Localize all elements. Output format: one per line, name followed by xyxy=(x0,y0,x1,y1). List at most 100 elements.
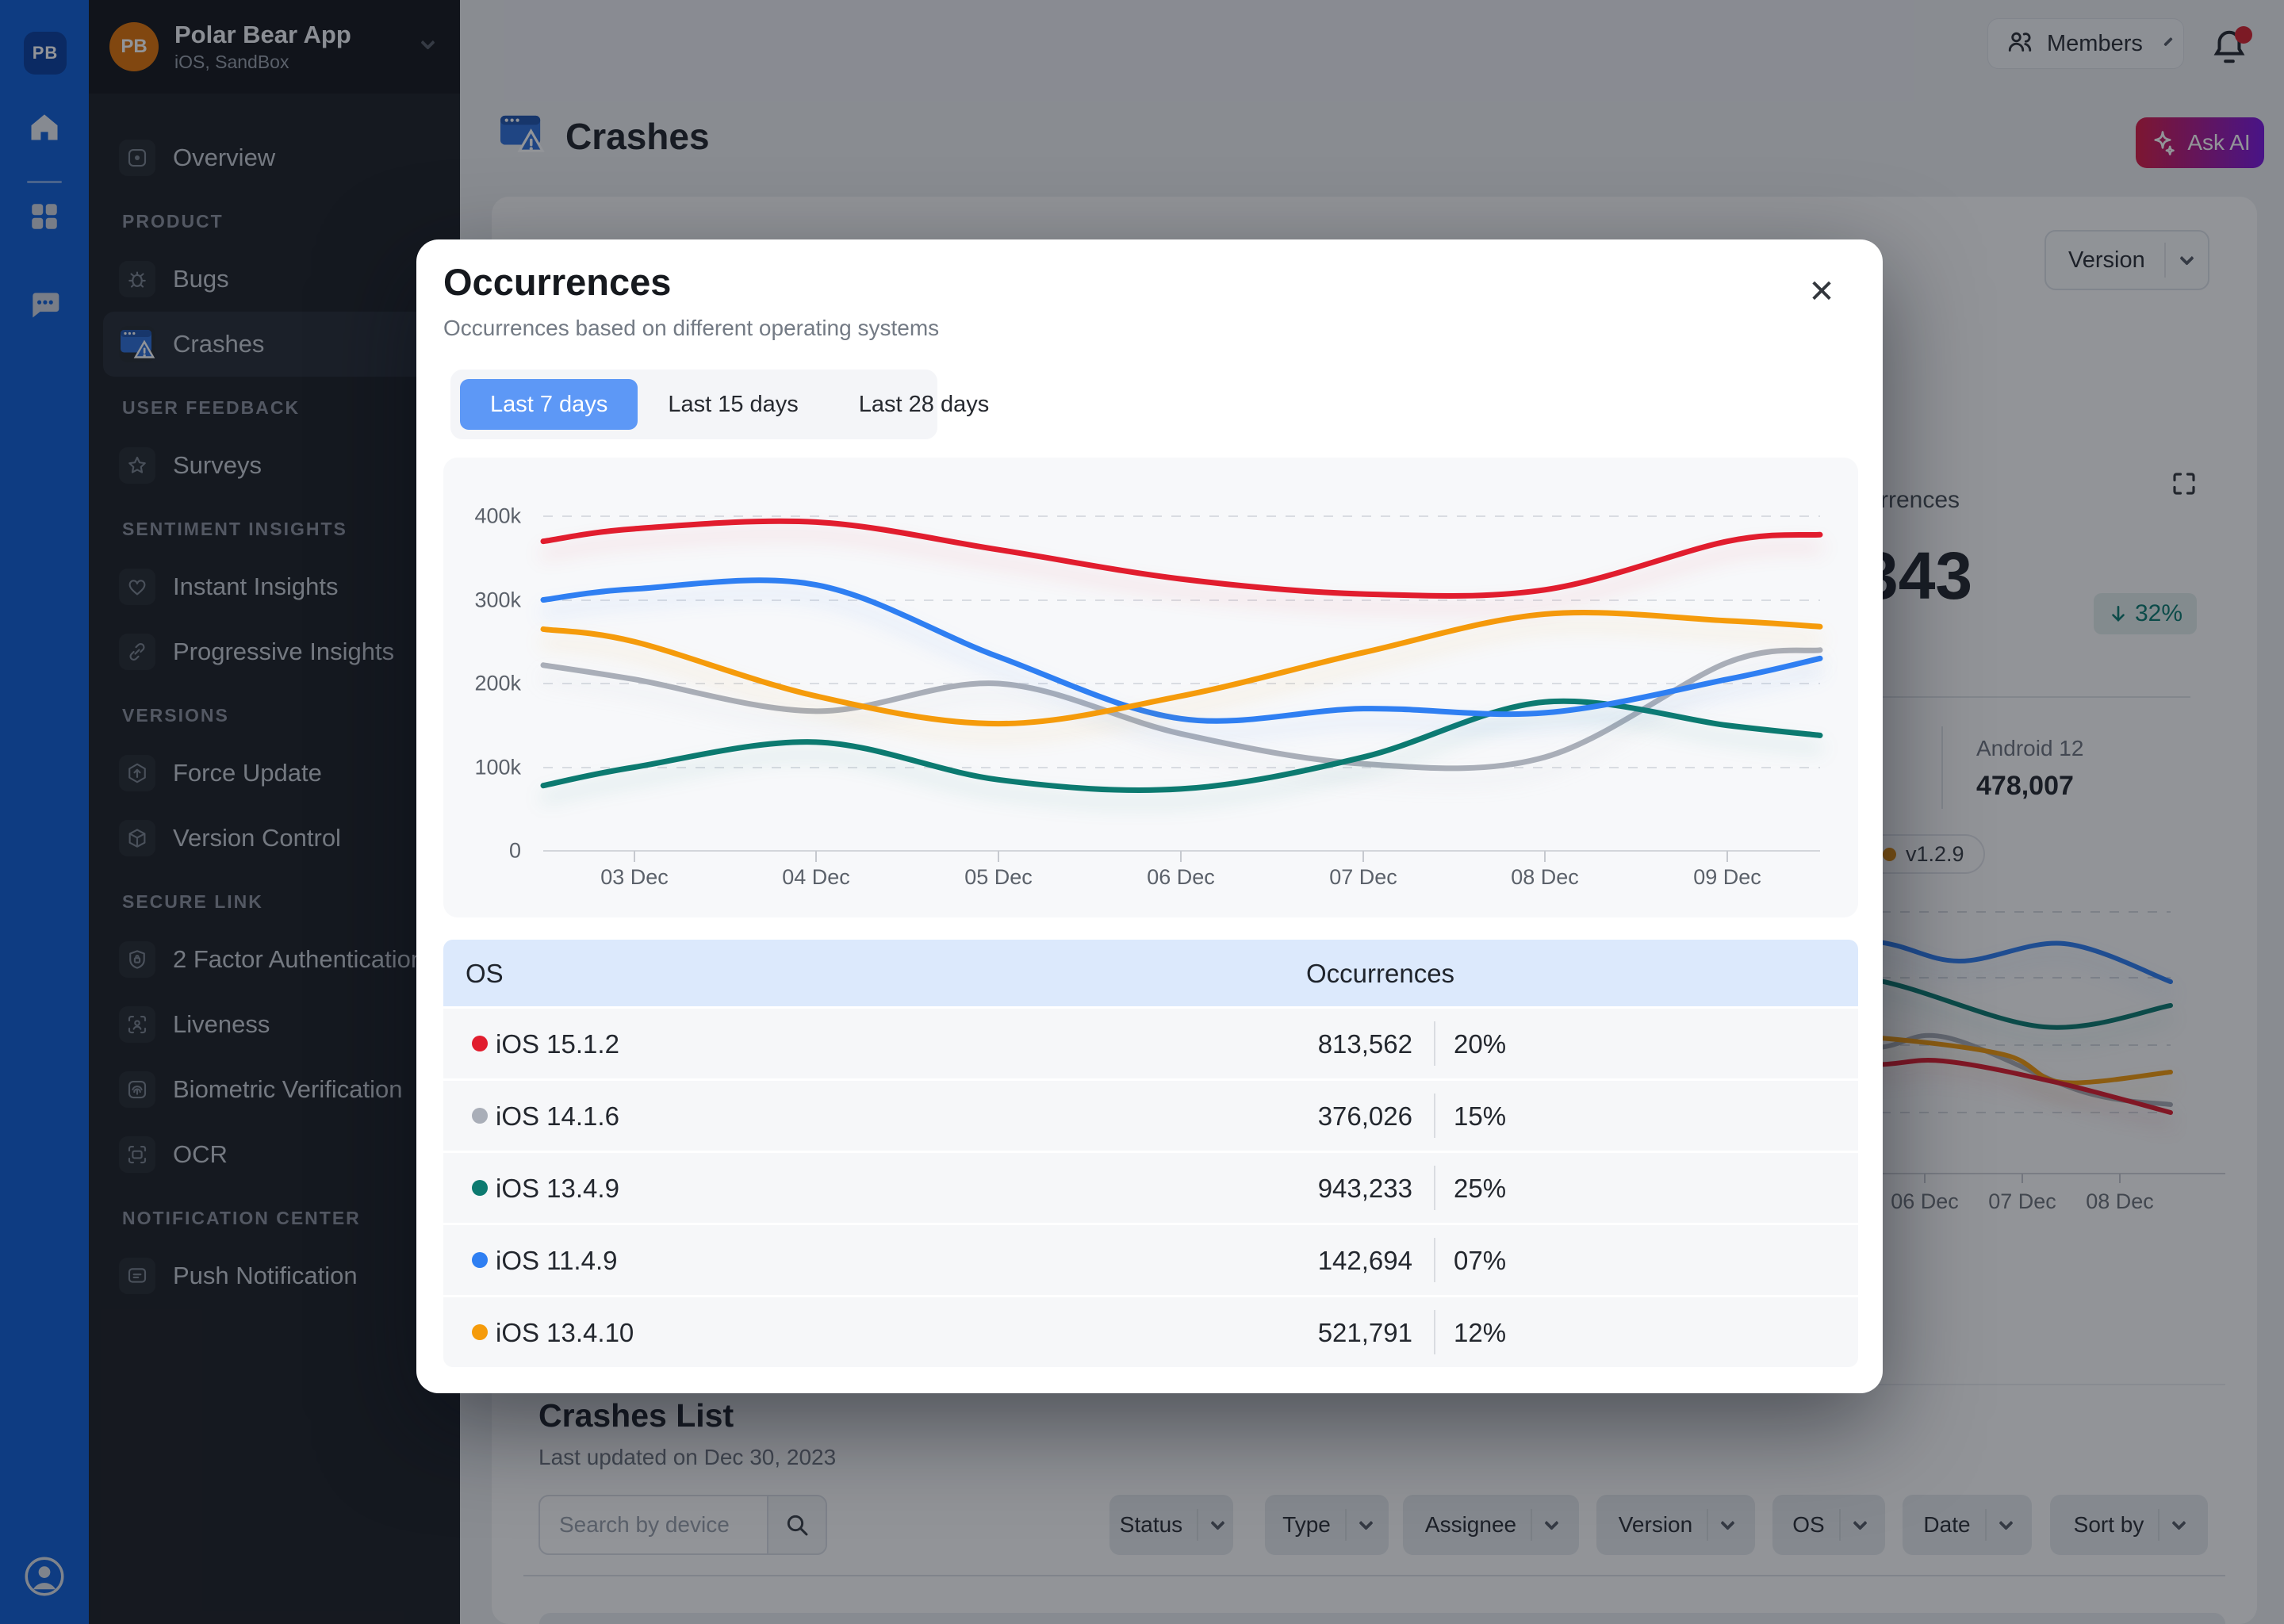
bug-icon xyxy=(119,261,155,297)
sidebar-item-version-control[interactable]: Version Control xyxy=(103,806,449,871)
sidebar-item-push-notification[interactable]: Push Notification xyxy=(103,1243,449,1308)
ask-ai-label: Ask AI xyxy=(2187,130,2251,155)
device-search xyxy=(538,1495,827,1555)
chat-icon[interactable] xyxy=(0,287,89,322)
os-label: iOS 11.4.9 xyxy=(496,1246,618,1275)
mini-x-tick-label: 06 Dec xyxy=(1891,1189,1959,1213)
app-name: Polar Bear App xyxy=(174,20,351,48)
star-icon xyxy=(119,447,155,484)
tab-last-28-days[interactable]: Last 28 days xyxy=(858,391,990,417)
os-label: iOS 13.4.9 xyxy=(496,1174,619,1203)
series-dot xyxy=(472,1180,488,1196)
sidebar-item-liveness[interactable]: Liveness xyxy=(103,992,449,1057)
version-filter-label: Version xyxy=(2068,247,2145,273)
sidebar-section-notification-center: NOTIFICATION CENTER xyxy=(122,1208,361,1228)
close-icon[interactable]: ✕ xyxy=(1808,274,1835,309)
sidebar-item-label: OCR xyxy=(173,1140,228,1168)
filter-status[interactable]: Status xyxy=(1109,1495,1233,1555)
filter-date[interactable]: Date xyxy=(1903,1495,2032,1555)
workspace-switcher[interactable]: PB Polar Bear App iOS, SandBox xyxy=(89,0,460,94)
occurrence-value: 376,026 xyxy=(1317,1101,1412,1131)
sidebar-section-secure-link: SECURE LINK xyxy=(122,891,263,912)
sidebar-nav: Overview PRODUCT Bugs Crashes USER FEEDBACK S… xyxy=(89,94,460,1308)
y-tick-label: 100k xyxy=(474,755,521,779)
table-header-row: OS Occurrences xyxy=(443,940,1858,1006)
x-tick-label: 09 Dec xyxy=(1693,865,1761,889)
table-row-ios-15.1.2[interactable]: iOS 15.1.2 813,562 20% xyxy=(443,1009,1858,1078)
filter-version[interactable]: Version xyxy=(1596,1495,1755,1555)
link-icon xyxy=(119,634,155,670)
filter-sort-by[interactable]: Sort by xyxy=(2050,1495,2208,1555)
series-dot xyxy=(472,1036,488,1051)
modal-title: Occurrences xyxy=(443,261,672,303)
occurrences-table: OS Occurrences iOS 15.1.2 813,562 20% iOS 1… xyxy=(443,940,1858,1367)
notification-badge xyxy=(2235,26,2252,44)
tab-last-7-days[interactable]: Last 7 days xyxy=(460,379,638,430)
table-row-ios-13.4.10[interactable]: iOS 13.4.10 521,791 12% xyxy=(443,1297,1858,1367)
series-dot xyxy=(472,1324,488,1340)
notifications-bell-icon[interactable] xyxy=(2211,26,2254,74)
search-button[interactable] xyxy=(767,1496,826,1553)
ask-ai-button[interactable]: Ask AI xyxy=(2136,117,2264,168)
sidebar-item-label: Bugs xyxy=(173,265,229,293)
table-row-ios-14.1.6[interactable]: iOS 14.1.6 376,026 15% xyxy=(443,1081,1858,1151)
members-button[interactable]: Members xyxy=(1987,18,2184,69)
search-input[interactable] xyxy=(540,1512,729,1538)
x-tick-label: 03 Dec xyxy=(600,865,669,889)
sidebar-item-biometric-verification[interactable]: Biometric Verification xyxy=(103,1057,449,1122)
app-rail: PB xyxy=(0,0,89,1624)
upload-icon xyxy=(119,755,155,791)
occurrence-value: 943,233 xyxy=(1317,1174,1412,1203)
sidebar-item-label: 2 Factor Authentication xyxy=(173,945,425,973)
tab-last-15-days[interactable]: Last 15 days xyxy=(668,391,799,417)
crashes-list-title: Crashes List xyxy=(538,1397,734,1434)
user-avatar[interactable] xyxy=(24,1556,65,1597)
occurrence-value: 813,562 xyxy=(1317,1029,1412,1059)
expand-icon[interactable] xyxy=(2170,469,2198,502)
filter-os[interactable]: OS xyxy=(1772,1495,1885,1555)
ocr-icon xyxy=(119,1136,155,1173)
fingerprint-icon xyxy=(119,1071,155,1108)
filter-type[interactable]: Type xyxy=(1265,1495,1389,1555)
android-stat-value: 478,007 xyxy=(1976,771,2074,801)
workspace-logo[interactable]: PB xyxy=(24,32,67,75)
mini-x-tick-label: 08 Dec xyxy=(2086,1189,2154,1213)
filter-assignee[interactable]: Assignee xyxy=(1403,1495,1579,1555)
sidebar-item-instant-insights[interactable]: Instant Insights xyxy=(103,554,449,619)
occurrence-percent: 12% xyxy=(1454,1318,1507,1347)
occurrences-delta-badge: 32% xyxy=(2094,593,2198,634)
sidebar-item-label: Version Control xyxy=(173,824,341,852)
sidebar-item-surveys[interactable]: Surveys xyxy=(103,433,449,498)
list-divider xyxy=(523,1575,2225,1576)
series-dot xyxy=(472,1252,488,1268)
sidebar-item-ocr[interactable]: OCR xyxy=(103,1122,449,1187)
sidebar-item-progressive-insights[interactable]: Progressive Insights xyxy=(103,619,449,684)
app-avatar: PB xyxy=(109,22,159,71)
sidebar-item-force-update[interactable]: Force Update xyxy=(103,741,449,806)
home-icon[interactable] xyxy=(0,109,89,144)
table-row-ios-13.4.9[interactable]: iOS 13.4.9 943,233 25% xyxy=(443,1153,1858,1223)
android-stat-label: Android 12 xyxy=(1976,736,2084,760)
y-tick-label: 300k xyxy=(474,588,521,612)
table-row-ios-11.4.9[interactable]: iOS 11.4.9 142,694 07% xyxy=(443,1225,1858,1295)
sidebar-item-overview[interactable]: Overview xyxy=(103,125,449,190)
x-tick-label: 06 Dec xyxy=(1147,865,1215,889)
occurrences-line-chart xyxy=(540,515,1823,862)
occurrence-value: 142,694 xyxy=(1317,1246,1412,1275)
grid-icon[interactable] xyxy=(0,200,89,233)
modal-subtitle: Occurrences based on different operating… xyxy=(443,316,940,340)
occurrence-percent: 20% xyxy=(1454,1029,1507,1059)
series-dot xyxy=(472,1108,488,1124)
x-tick-label: 07 Dec xyxy=(1329,865,1397,889)
sidebar-section-sentiment-insights: SENTIMENT INSIGHTS xyxy=(122,519,347,539)
sidebar-section-product: PRODUCT xyxy=(122,211,224,232)
push-icon xyxy=(119,1258,155,1294)
modal-chart-card: 0 100k 200k 300k 400k 03 Dec 04 Dec 05 Dec 06 D… xyxy=(443,458,1858,917)
sidebar-item-crashes[interactable]: Crashes xyxy=(103,312,449,377)
rail-divider xyxy=(27,181,62,183)
occurrence-value: 521,791 xyxy=(1317,1318,1412,1347)
sidebar-item-bugs[interactable]: Bugs xyxy=(103,247,449,312)
version-filter-dropdown[interactable]: Version xyxy=(2044,230,2209,290)
y-tick-label: 200k xyxy=(474,671,521,695)
sidebar-item-2-factor-authentication[interactable]: 2 Factor Authentication xyxy=(103,927,449,992)
